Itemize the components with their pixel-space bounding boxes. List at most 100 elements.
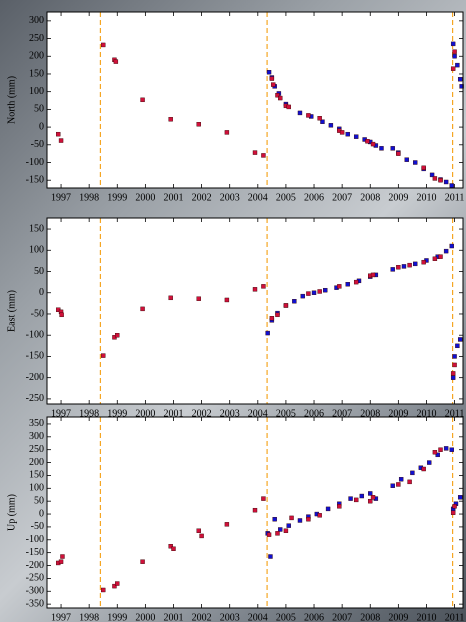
data-point: [455, 343, 460, 349]
x-tick-label: 2004: [248, 408, 268, 419]
data-point: [252, 507, 258, 513]
data-point: [306, 291, 311, 296]
x-tick-label: 2002: [192, 192, 212, 203]
data-point: [407, 262, 412, 268]
y-axis-label: East (mm): [6, 290, 17, 332]
data-point: [261, 284, 266, 289]
y-tick-label: 50: [34, 266, 44, 277]
data-point: [115, 581, 120, 586]
x-tick-label: 1998: [79, 192, 99, 203]
data-point: [196, 122, 201, 127]
data-point: [266, 532, 272, 537]
y-tick-label: 150: [29, 223, 44, 234]
data-point: [452, 54, 457, 59]
x-tick-label: 2006: [304, 408, 324, 419]
x-tick-label: 2000: [135, 192, 155, 203]
x-tick-label: 2003: [220, 408, 240, 419]
x-tick-label: 2000: [135, 612, 155, 622]
data-point: [101, 353, 106, 358]
data-point: [297, 110, 303, 116]
data-point: [368, 498, 373, 504]
data-point: [450, 41, 456, 47]
data-point: [58, 138, 64, 143]
data-point: [398, 477, 404, 482]
data-point: [317, 289, 322, 294]
panel: 300 250 200 150 100 50 0 -50 -100 -150 1997 1998 199…: [6, 11, 464, 203]
data-point: [365, 139, 370, 144]
plot-area: [47, 417, 463, 608]
x-tick-label: 2008: [360, 612, 380, 622]
data-point: [353, 279, 359, 285]
data-point: [199, 533, 204, 539]
data-point: [410, 470, 415, 476]
x-tick-label: 2009: [388, 192, 408, 203]
data-point: [140, 97, 145, 103]
data-point: [252, 150, 258, 155]
y-tick-label: -250: [26, 393, 44, 404]
data-point: [317, 116, 322, 121]
data-point: [452, 49, 457, 54]
data-point: [455, 62, 460, 68]
data-point: [224, 130, 230, 135]
data-point: [345, 282, 350, 287]
y-tick-label: -50: [31, 308, 44, 319]
y-tick-label: -50: [31, 521, 44, 532]
y-tick-label: 0: [39, 508, 44, 519]
data-point: [432, 450, 438, 455]
data-point: [379, 146, 384, 151]
y-tick-label: 350: [29, 418, 44, 429]
x-tick-label: 2011: [445, 612, 465, 622]
x-tick-label: 1999: [107, 408, 127, 419]
data-point: [266, 70, 272, 75]
data-point: [407, 479, 412, 485]
y-tick-label: 0: [39, 121, 44, 132]
y-tick-label: -150: [26, 175, 44, 186]
y-tick-label: 300: [29, 15, 44, 26]
data-point: [427, 460, 432, 465]
data-point: [443, 248, 449, 254]
data-point: [112, 583, 117, 589]
plot-frame: [46, 11, 464, 189]
data-point: [359, 493, 365, 499]
data-point: [306, 113, 311, 118]
data-point: [56, 131, 61, 137]
data-point: [328, 123, 334, 128]
x-tick-label: 2001: [163, 192, 183, 203]
x-tick-label: 2003: [220, 192, 240, 203]
data-point: [224, 522, 230, 527]
y-tick-label: 100: [29, 483, 44, 494]
y-tick-label: 150: [29, 68, 44, 79]
data-point: [368, 491, 373, 496]
data-point: [113, 59, 119, 64]
data-point: [101, 587, 106, 593]
plot-frame: [46, 217, 464, 405]
data-point: [275, 312, 280, 318]
data-point: [450, 371, 456, 376]
data-point: [275, 93, 280, 98]
data-point: [443, 446, 449, 451]
y-tick-label: 250: [29, 33, 44, 44]
data-point: [168, 117, 173, 122]
data-point: [370, 495, 376, 500]
y-axis-label: Up (mm): [6, 494, 17, 531]
x-tick-label: 2005: [276, 612, 296, 622]
y-tick-label: -100: [26, 330, 44, 341]
data-point: [168, 544, 173, 549]
data-point: [101, 42, 106, 48]
data-point: [337, 504, 342, 509]
data-point: [283, 528, 289, 533]
data-point: [390, 483, 395, 488]
data-point: [421, 466, 426, 472]
data-point: [252, 287, 258, 292]
data-point: [171, 546, 176, 551]
data-point: [421, 259, 426, 265]
y-tick-label: -350: [26, 598, 44, 609]
x-tick-label: 2005: [276, 408, 296, 419]
data-point: [435, 452, 440, 458]
panel: 150 100 50 0 -50 -100 -150 -200 -250 1997 1998 1999…: [6, 217, 464, 419]
data-point: [196, 528, 201, 533]
data-point: [140, 306, 145, 312]
y-tick-label: 200: [29, 457, 44, 468]
data-point: [457, 337, 463, 342]
data-point: [390, 146, 395, 151]
